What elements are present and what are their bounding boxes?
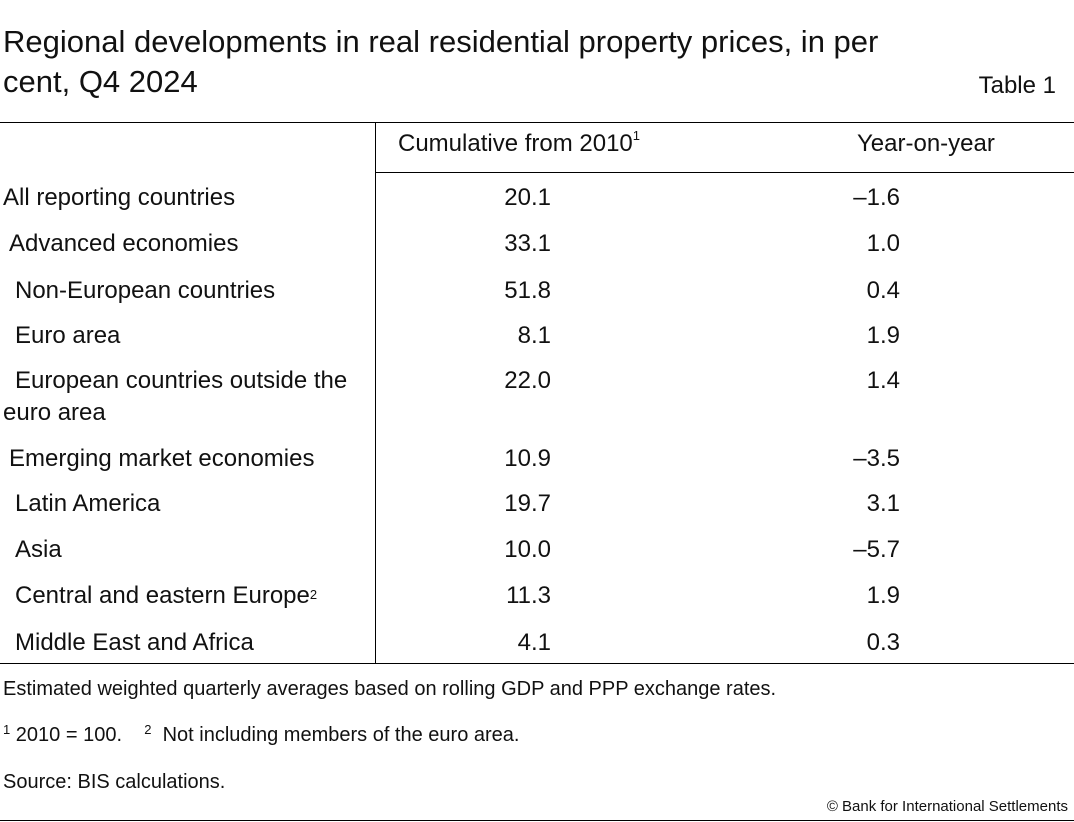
footnotes: 1 2010 = 100. 2 Not including members of…	[3, 722, 520, 746]
row-label-all-reporting: All reporting countries	[3, 184, 236, 211]
footer-rule	[0, 820, 1074, 821]
cell-yoy: 1.9	[866, 582, 900, 609]
row-label-emerging: Emerging market economies	[9, 445, 315, 472]
cell-yoy: –5.7	[853, 536, 900, 563]
row-label-latin-america: Latin America	[15, 490, 161, 517]
cell-cumulative: 11.3	[506, 582, 551, 609]
cell-cumulative: 8.1	[517, 322, 551, 349]
cell-yoy: –1.6	[853, 184, 900, 211]
cell-cumulative: 10.0	[504, 536, 551, 563]
column-header-cumulative: Cumulative from 20101	[398, 128, 641, 157]
top-rule	[0, 122, 1074, 123]
page-title: Regional developments in real residentia…	[3, 24, 879, 99]
column-divider	[375, 122, 376, 663]
cell-cumulative: 20.1	[504, 184, 551, 211]
row-label-middle-east-africa: Middle East and Africa	[15, 629, 254, 656]
row-label-non-european: Non-European countries	[15, 277, 276, 304]
cell-yoy: 1.9	[866, 322, 900, 349]
cell-cumulative: 51.8	[504, 277, 551, 304]
source-note: Source: BIS calculations.	[3, 771, 226, 793]
cell-cumulative: 33.1	[504, 230, 551, 257]
cell-yoy: 0.4	[866, 277, 900, 304]
row-label-european-outside-euro: European countries outside the	[15, 367, 348, 394]
row-label-asia: Asia	[15, 536, 62, 563]
cell-yoy: 3.1	[866, 490, 900, 517]
note-estimate: Estimated weighted quarterly averages ba…	[3, 678, 777, 700]
cell-yoy: 1.0	[866, 230, 900, 257]
row-label-advanced: Advanced economies	[9, 230, 239, 257]
bottom-rule	[0, 663, 1074, 664]
cell-yoy: 0.3	[866, 629, 900, 656]
header-rule	[375, 172, 1074, 173]
cell-cumulative: 4.1	[517, 629, 551, 656]
row-label-euro-area: Euro area	[15, 322, 121, 349]
cell-yoy: –3.5	[853, 445, 900, 472]
table-label: Table 1	[978, 72, 1056, 99]
copyright: © Bank for International Settlements	[826, 798, 1068, 815]
cell-cumulative: 10.9	[504, 445, 551, 472]
cell-cumulative: 19.7	[504, 490, 551, 517]
cell-yoy: 1.4	[866, 367, 900, 394]
column-header-yoy: Year-on-year	[857, 130, 995, 157]
row-label-central-eastern-europe: Central and eastern Europe2	[15, 582, 318, 609]
row-label-european-outside-euro-cont: euro area	[3, 399, 106, 426]
cell-cumulative: 22.0	[504, 367, 551, 394]
